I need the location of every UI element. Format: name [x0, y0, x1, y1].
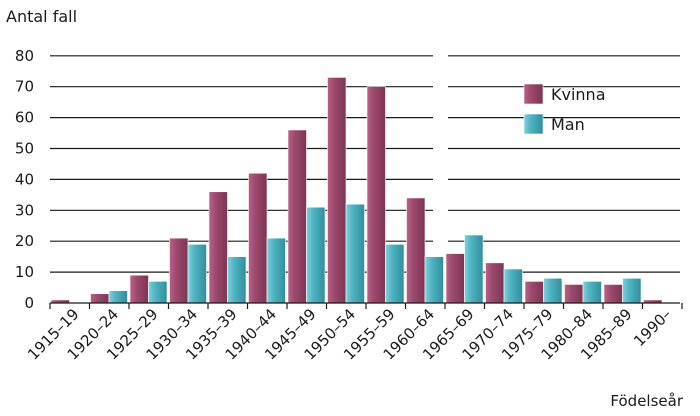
bar-man-14 [622, 277, 642, 304]
bar-man-12 [543, 277, 563, 304]
bar-kvinna-12 [524, 281, 544, 304]
y-tick-label: 30 [15, 201, 34, 219]
bar-kvinna-6 [287, 129, 307, 304]
y-tick-label: 20 [15, 232, 34, 250]
bar-man-1 [108, 290, 128, 304]
bar-kvinna-1 [90, 293, 110, 304]
bar-kvinna-3 [169, 237, 189, 304]
x-tick-label: 1990– [630, 305, 675, 350]
legend-swatch-man [523, 113, 544, 135]
bar-kvinna-10 [445, 253, 465, 304]
legend-label-man: Man [551, 115, 585, 134]
bar-man-9 [424, 256, 444, 304]
bar-man-8 [385, 243, 405, 304]
bar-man-11 [503, 268, 523, 304]
bar-kvinna-8 [366, 86, 386, 304]
bars [50, 77, 663, 304]
y-tick-label: 40 [15, 170, 34, 188]
bar-man-6 [306, 206, 326, 304]
y-tick-label: 0 [24, 294, 34, 312]
y-tick-label: 60 [15, 109, 34, 127]
bar-kvinna-11 [485, 262, 505, 304]
x-axis-label: Födelseår [610, 392, 683, 410]
y-tick-label: 80 [15, 47, 34, 65]
bar-kvinna-5 [248, 172, 268, 304]
bar-man-3 [187, 243, 207, 304]
bar-kvinna-13 [564, 284, 584, 304]
bar-kvinna-9 [406, 197, 426, 304]
bar-man-10 [464, 234, 484, 304]
y-axis-label: Antal fall [6, 7, 77, 26]
bar-man-7 [345, 203, 365, 304]
y-tick-labels: 0 10 20 30 40 50 60 70 80 [15, 47, 34, 312]
bar-man-5 [266, 237, 286, 304]
bar-man-4 [227, 256, 247, 304]
legend-label-kvinna: Kvinna [551, 85, 606, 104]
legend: Kvinna Man [523, 83, 606, 135]
x-axis [49, 302, 683, 309]
bar-kvinna-7 [327, 77, 347, 304]
bar-kvinna-14 [603, 284, 623, 304]
y-tick-label: 50 [15, 140, 34, 158]
y-tick-label: 10 [15, 263, 34, 281]
bar-kvinna-2 [129, 274, 149, 304]
bar-man-2 [148, 281, 168, 304]
y-tick-label: 70 [15, 78, 34, 96]
x-tick-labels: 1915–191920–241925–291930–341935–391940–… [24, 305, 675, 364]
bar-kvinna-4 [208, 191, 228, 304]
bar-man-13 [582, 281, 602, 304]
legend-swatch-kvinna [523, 83, 544, 105]
